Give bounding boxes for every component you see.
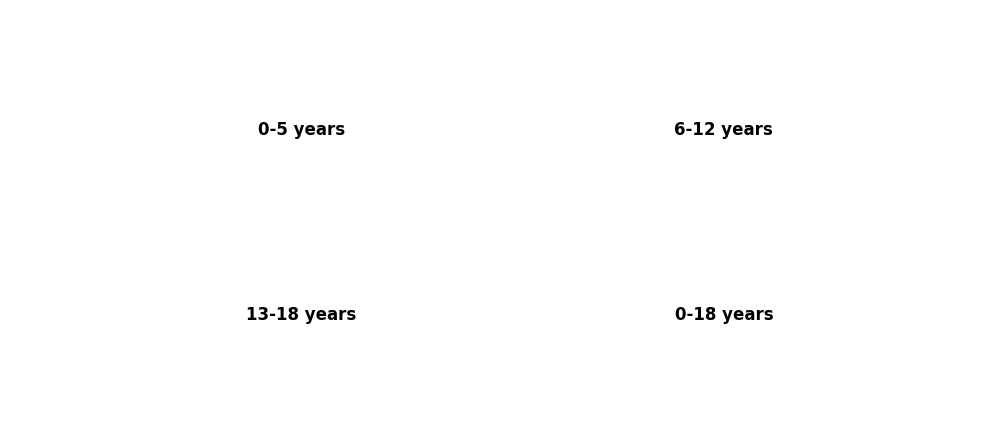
Text: 13-18 years: 13-18 years	[246, 306, 356, 323]
Text: 6-12 years: 6-12 years	[674, 121, 773, 139]
Text: 0-18 years: 0-18 years	[675, 306, 773, 323]
Text: 0-5 years: 0-5 years	[258, 121, 345, 139]
